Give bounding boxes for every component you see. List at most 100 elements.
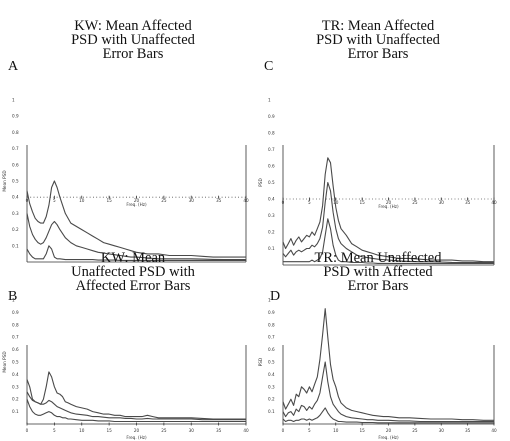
- panel-b-title-line: Affected Error Bars: [76, 278, 191, 294]
- panel-d-x-tick-label: 40: [491, 428, 497, 433]
- panel-c-series-line-1: [282, 157, 494, 263]
- panel-c-title-line: TR: Mean Affected: [322, 18, 435, 34]
- panel-c-x-tick-label: 20: [386, 200, 392, 205]
- panel-a-x-tick-label: 35: [216, 198, 222, 203]
- panel-b-y-tick-label: 0.6: [12, 347, 19, 352]
- panel-b-y-tick-label: 0.9: [12, 310, 19, 315]
- panel-d-x-tick-label: 0: [282, 428, 285, 433]
- panel-c-x-tick-label: 10: [333, 200, 339, 205]
- panel-c-x-tick-label: 25: [412, 200, 418, 205]
- panel-c-y-tick-label: 0.5: [268, 180, 275, 185]
- panel-d-x-tick-label: 5: [308, 428, 311, 433]
- panel-c-y-tick-label: 0.2: [268, 230, 275, 235]
- panel-b-y-tick-label: 0.7: [12, 335, 19, 340]
- panel-b-x-tick-label: 0: [26, 428, 29, 433]
- panel-c-y-tick-label: 0.7: [268, 147, 275, 152]
- panel-c-y-tick-label: 0.9: [268, 114, 275, 119]
- panel-a-y-tick-label: 0.7: [12, 146, 19, 151]
- panel-d-label: D: [270, 289, 280, 304]
- panel-d-y-axis-label: PSD: [258, 358, 263, 366]
- panel-d-series-line-2: [282, 361, 494, 423]
- panel-a-x-tick-label: 0: [26, 198, 29, 203]
- panel-a-series-line-2: [26, 213, 246, 261]
- panel-a-series-line-1: [26, 180, 246, 258]
- panel-c-x-tick-label: 30: [439, 200, 445, 205]
- panel-c-y-axis-label: PSD: [258, 178, 263, 186]
- panel-b-x-tick-label: 5: [53, 428, 56, 433]
- panel-d-y-tick-label: 0.2: [268, 397, 275, 402]
- panel-b-x-tick-label: 25: [161, 428, 167, 433]
- panel-c-series-line-3: [283, 218, 494, 264]
- panel-d-x-tick-label: 30: [439, 428, 445, 433]
- panel-d-x-tick-label: 35: [465, 428, 471, 433]
- panel-a-y-tick-label: 0.4: [12, 195, 19, 200]
- panel-c-y-tick-label: 0.8: [268, 131, 275, 136]
- panel-c-x-tick-label: 5: [308, 200, 311, 205]
- panel-c-title-line: Error Bars: [348, 46, 409, 62]
- panel-a-x-tick-label: 10: [79, 198, 85, 203]
- panel-d-x-tick-label: 10: [333, 428, 339, 433]
- panel-b-x-tick-label: 15: [106, 428, 112, 433]
- panel-d-title-line: Error Bars: [348, 278, 409, 294]
- panel-a-x-tick-label: 25: [161, 198, 167, 203]
- panel-a-y-tick-label: 0.5: [12, 179, 19, 184]
- panel-a-y-tick-label: 0.1: [12, 243, 19, 248]
- panel-d-x-tick-label: 15: [359, 428, 365, 433]
- panel-d-series-line-3: [282, 407, 494, 424]
- panel-c-x-tick-label: 35: [465, 200, 471, 205]
- panel-d-title-line: PSD with Affected: [323, 264, 433, 280]
- panel-c-x-tick-label: 40: [491, 200, 497, 205]
- panel-c-x-tick-label: 0: [282, 200, 285, 205]
- panel-a-y-tick-label: 0.3: [12, 211, 19, 216]
- panel-d-y-tick-label: 0.3: [268, 384, 275, 389]
- panel-c-title-line: PSD with Unaffected: [316, 32, 441, 48]
- panel-b-y-tick-label: 0.4: [12, 372, 19, 377]
- panel-b-x-tick-label: 10: [79, 428, 85, 433]
- panel-a-y-axis-label: Mean PSD: [2, 170, 7, 191]
- panel-a-label: A: [8, 59, 19, 74]
- panel-a-x-tick-label: 40: [243, 198, 249, 203]
- panel-d-title-line: TR: Mean Unaffected: [315, 250, 443, 266]
- panel-b-x-tick-label: 35: [216, 428, 222, 433]
- panel-a-title-line: KW: Mean Affected: [74, 18, 192, 34]
- panel-a-x-tick-label: 20: [134, 198, 140, 203]
- panel-b-y-tick-label: 0.3: [12, 384, 19, 389]
- panel-c-y-tick-label: 0.6: [268, 164, 275, 169]
- panel-c-y-tick-label: 0.4: [268, 197, 275, 202]
- panel-b-series-line-3: [26, 399, 246, 423]
- panel-d-y-tick-label: 0.4: [268, 372, 275, 377]
- panel-b-title-line: Unaffected PSD with: [71, 264, 196, 280]
- panel-b-title-line: KW: Mean: [101, 250, 166, 266]
- panel-c-y-tick-label: 0.3: [268, 213, 275, 218]
- panel-d-series-line-1: [282, 308, 494, 421]
- panel-a-y-tick-label: 0.9: [12, 114, 19, 119]
- panel-b-x-axis-label: Freq. (Hz): [126, 435, 147, 440]
- panel-b-y-tick-label: 1: [12, 298, 15, 303]
- panel-a-title-line: PSD with Unaffected: [71, 32, 196, 48]
- panel-b-series-line-2: [26, 391, 246, 421]
- panel-b-y-tick-label: 0.2: [12, 397, 19, 402]
- panel-d-y-tick-label: 0.8: [268, 322, 275, 327]
- panel-a-x-tick-label: 30: [189, 198, 195, 203]
- panel-a-y-tick-label: 0.2: [12, 227, 19, 232]
- panel-b-y-axis-label: Mean PSD: [2, 351, 7, 372]
- panel-c-label: C: [264, 59, 273, 74]
- panel-c-y-tick-label: 0.1: [268, 246, 275, 251]
- panel-b-y-tick-label: 0.1: [12, 409, 19, 414]
- panel-d-y-tick-label: 1: [268, 298, 271, 303]
- panel-b-x-tick-label: 20: [134, 428, 140, 433]
- panel-a-x-tick-label: 15: [106, 198, 112, 203]
- panel-c-x-axis-label: Freq. (Hz): [378, 204, 399, 209]
- panel-a-y-tick-label: 0.8: [12, 130, 19, 135]
- panel-b-label: B: [8, 289, 17, 304]
- panel-b-series-line-1: [26, 371, 246, 420]
- panel-a-x-axis-label: Freq. (Hz): [126, 202, 147, 207]
- panel-a-y-tick-label: 0.6: [12, 162, 19, 167]
- panel-b-y-tick-label: 0.8: [12, 322, 19, 327]
- panel-d-y-tick-label: 0.1: [268, 409, 275, 414]
- panel-c-series-line-2: [282, 181, 494, 264]
- panel-b-x-tick-label: 30: [189, 428, 195, 433]
- panel-d-x-tick-label: 20: [386, 428, 392, 433]
- panel-d-y-tick-label: 0.9: [268, 310, 275, 315]
